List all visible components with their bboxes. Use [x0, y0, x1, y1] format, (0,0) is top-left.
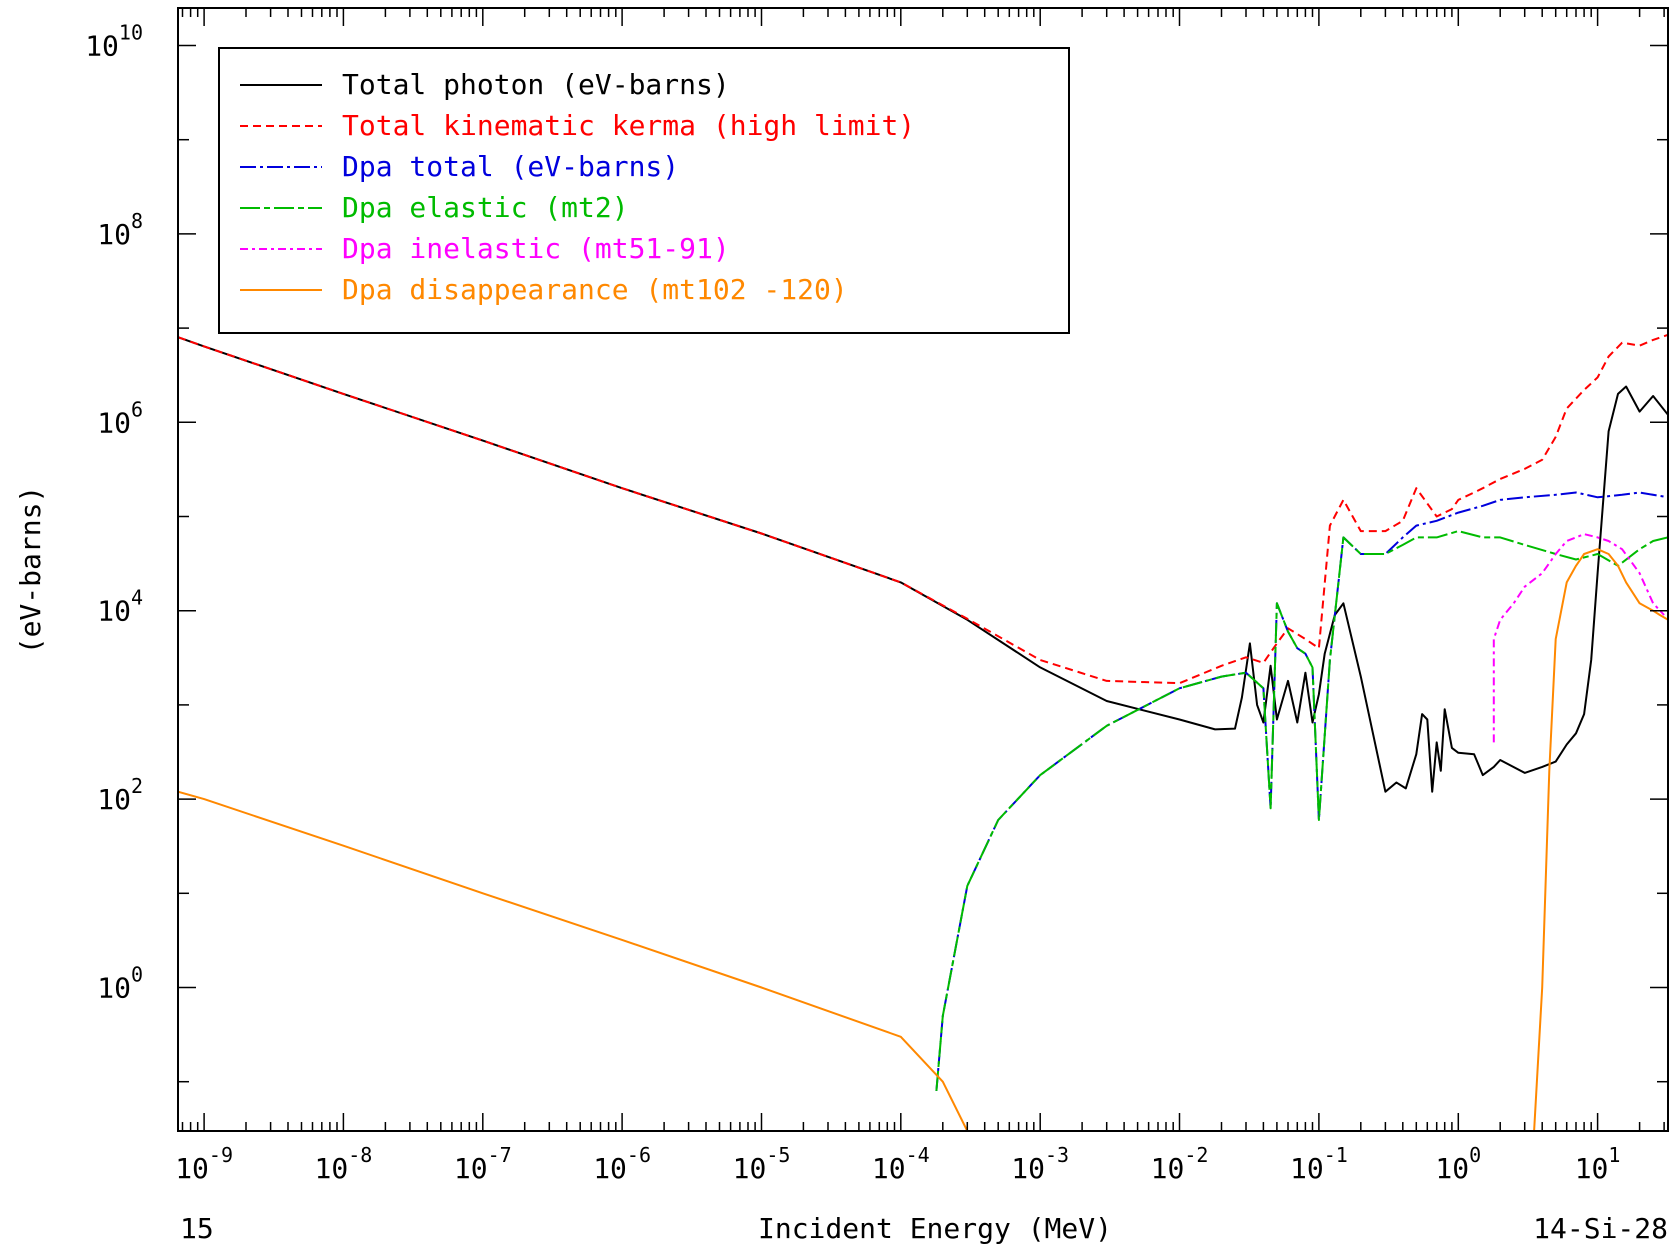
x-tick-label: 10-3: [1011, 1143, 1069, 1185]
legend: Total photon (eV-barns) Total kinematic k…: [219, 48, 1069, 333]
legend-label: Total kinematic kerma (high limit): [342, 109, 915, 142]
x-axis-label: Incident Energy (MeV): [758, 1212, 1112, 1245]
x-tick-label: 10-2: [1151, 1143, 1209, 1185]
series-line-0: [178, 337, 1668, 792]
x-tick-label: 10-9: [175, 1143, 233, 1185]
legend-label: Dpa elastic (mt2): [342, 191, 629, 224]
legend-label: Total photon (eV-barns): [342, 68, 730, 101]
series-line-1: [178, 335, 1668, 683]
legend-label: Dpa total (eV-barns): [342, 150, 679, 183]
footer-right-label: 14-Si-28: [1533, 1212, 1668, 1245]
x-tick-label: 10-5: [733, 1143, 791, 1185]
x-tick-label: 100: [1435, 1143, 1481, 1185]
x-tick-label: 10-7: [454, 1143, 512, 1185]
series-line-3: [936, 531, 1668, 1091]
y-axis-label: (eV-barns): [14, 486, 47, 655]
series-line-4: [1494, 534, 1664, 742]
y-tick-label: 104: [97, 586, 143, 628]
series-line-5: [178, 549, 1668, 1131]
x-tick-label: 101: [1575, 1143, 1621, 1185]
legend-label: Dpa disappearance (mt102 -120): [342, 273, 848, 306]
y-tick-label: 106: [97, 397, 143, 439]
y-tick-label: 100: [97, 963, 143, 1005]
legend-label: Dpa inelastic (mt51-91): [342, 232, 730, 265]
series-layer: [178, 335, 1668, 1131]
x-tick-label: 10-4: [872, 1143, 930, 1185]
y-tick-label: 102: [97, 774, 143, 816]
x-tick-label: 10-1: [1290, 1143, 1348, 1185]
y-tick-label: 1010: [85, 21, 143, 63]
series-line-2: [936, 493, 1668, 1091]
x-tick-label: 10-6: [593, 1143, 651, 1185]
y-tick-label: 108: [97, 209, 143, 251]
x-tick-label: 10-8: [314, 1143, 372, 1185]
footer-left-label: 15: [180, 1212, 214, 1245]
